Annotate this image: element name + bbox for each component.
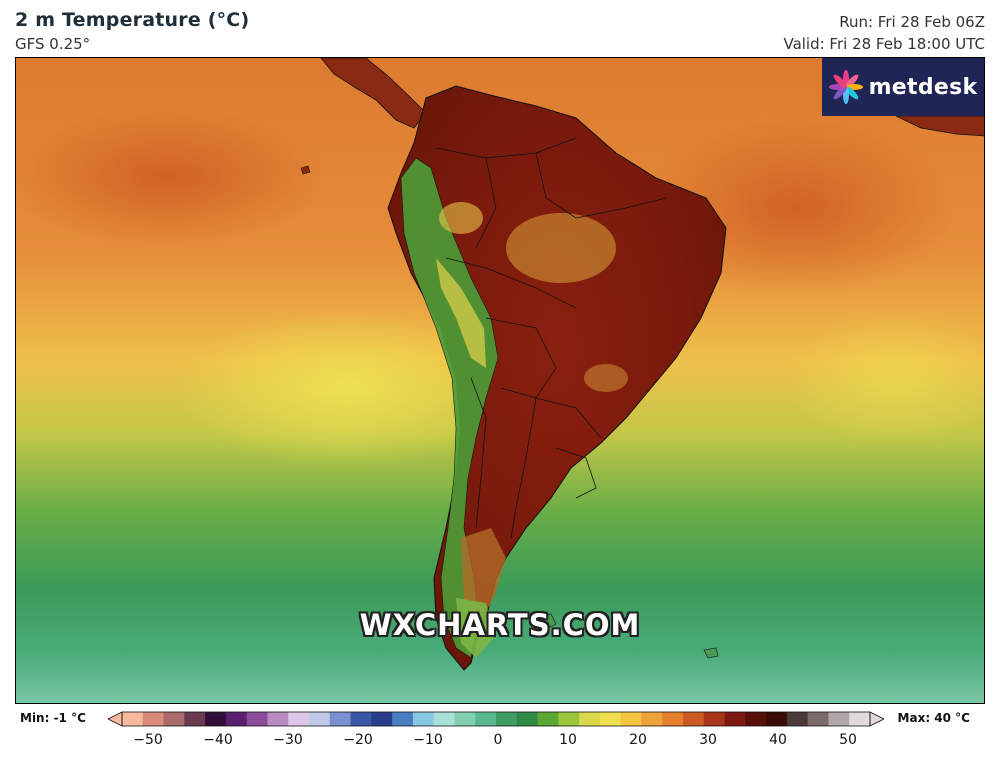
colorbar-tick-label: −10 [413, 732, 443, 748]
colorbar-ticks: −50 −40 −30 −20 −10 0 10 20 30 40 50 [0, 732, 1000, 756]
metdesk-flower-icon [828, 70, 863, 104]
colorbar-tick-label: 30 [699, 732, 717, 748]
colorbar-cell [412, 712, 435, 726]
colorbar-cell [371, 712, 393, 726]
valid-time: Valid: Fri 28 Feb 18:00 UTC [783, 35, 985, 53]
colorbar-cell [641, 712, 663, 726]
wxcharts-watermark: WXCHARTS.COM [359, 608, 641, 642]
atlantic-warm-patch [786, 308, 984, 448]
colorbar-cell [163, 712, 185, 726]
colorbar-cell [745, 712, 767, 726]
colorbar-tick-label: 20 [629, 732, 647, 748]
pacific-hot-patch [16, 108, 326, 248]
colorbar-cell [184, 712, 206, 726]
colorbar-cell [392, 712, 414, 726]
colorbar-tick-label: 0 [493, 732, 503, 748]
colorbar-tick-label: 40 [769, 732, 787, 748]
colorbar-cell [599, 712, 622, 726]
colorbar-cell [496, 712, 518, 726]
colorbar-tick-label: −30 [273, 732, 303, 748]
colorbar-cell [205, 712, 227, 726]
colorbar-tick-label: −40 [203, 732, 233, 748]
colorbar-cell [766, 712, 788, 726]
colorbar-tick-label: −20 [343, 732, 373, 748]
model-label: GFS 0.25° [15, 35, 91, 53]
colorbar-cell [786, 712, 809, 726]
colorbar-tick-label: 50 [839, 732, 857, 748]
colorbar-cell [683, 712, 705, 726]
colorbar-cell [122, 712, 144, 726]
legend-min-label: Min: -1 °C [20, 711, 86, 725]
colorbar-cell [433, 712, 455, 726]
colorbar-left-arrow [108, 711, 123, 727]
colorbar-cell [309, 712, 331, 726]
altiplano-patch [436, 258, 486, 368]
colorbar-cell [267, 712, 289, 726]
temperature-map[interactable]: metdesk [15, 57, 985, 704]
temperature-colorbar [108, 711, 884, 727]
run-time: Run: Fri 28 Feb 06Z [839, 13, 985, 31]
colorbar-cell [288, 712, 310, 726]
colorbar-right-arrow [869, 711, 884, 727]
patagonia-south [456, 598, 494, 658]
map-svg [16, 58, 984, 703]
colorbar-cell [807, 712, 829, 726]
brazil-highland-2 [584, 364, 628, 392]
amazon-warm-spot [439, 202, 483, 234]
africa-corner [895, 115, 984, 137]
legend-max-label: Max: 40 °C [897, 711, 970, 725]
falkland-islands [535, 613, 557, 631]
colorbar-cell [225, 712, 248, 726]
colorbar-cell [579, 712, 601, 726]
colorbar-cell [662, 712, 684, 726]
colorbar-tick-label: −50 [133, 732, 163, 748]
colorbar-cell [454, 712, 476, 726]
colorbar-cell [828, 712, 850, 726]
colorbar-cell [703, 712, 726, 726]
colorbar-cell [329, 712, 352, 726]
central-america [320, 58, 427, 129]
country-borders [435, 137, 667, 539]
colorbar-cell [537, 712, 559, 726]
colorbar-tick-label: 10 [559, 732, 577, 748]
colorbar-cell [475, 712, 497, 726]
galapagos [300, 165, 311, 175]
metdesk-logo[interactable]: metdesk [822, 58, 984, 116]
colorbar-cell [620, 712, 642, 726]
south-georgia [703, 647, 719, 659]
colorbar-cell [558, 712, 580, 726]
metdesk-logo-text: metdesk [868, 74, 978, 100]
colorbar-cell [849, 712, 871, 726]
colorbar-cell [350, 712, 372, 726]
colorbar-cell [724, 712, 746, 726]
colorbar-cell [516, 712, 539, 726]
colorbar-cell [246, 712, 268, 726]
pacific-warm-patch [176, 308, 516, 468]
colorbar-cell [142, 712, 165, 726]
brazil-highland-1 [506, 213, 616, 283]
chart-title: 2 m Temperature (°C) [15, 9, 250, 31]
